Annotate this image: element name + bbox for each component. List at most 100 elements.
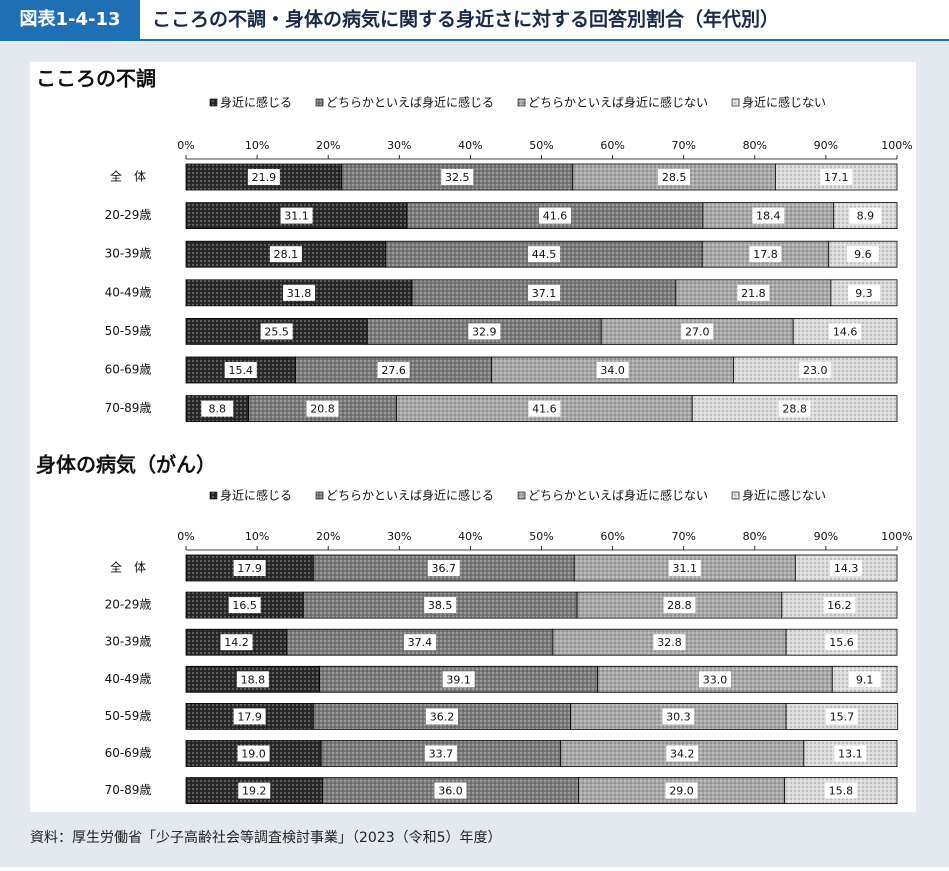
data-label: 34.0: [600, 364, 625, 377]
x-tick-label: 90%: [814, 530, 838, 543]
data-label-box: [247, 169, 280, 185]
data-label: 29.0: [669, 785, 694, 798]
data-label-box: [665, 782, 698, 799]
data-label-box: [527, 246, 560, 263]
legend-label: どちらかといえば身近に感じない: [528, 95, 708, 110]
data-label: 15.8: [829, 785, 854, 798]
data-label: 16.5: [232, 599, 257, 612]
data-label: 31.1: [284, 210, 309, 223]
data-label: 18.8: [241, 673, 266, 686]
data-label: 32.9: [472, 325, 497, 338]
data-label: 18.4: [756, 210, 781, 223]
data-label: 37.4: [408, 636, 433, 649]
category-label: 20-29歳: [105, 598, 152, 612]
data-label: 23.0: [803, 364, 828, 377]
data-label: 14.3: [834, 562, 859, 575]
category-label: 全 体: [110, 560, 146, 575]
legend-swatch: [315, 491, 324, 500]
data-label-box: [201, 400, 234, 417]
data-label-box: [825, 708, 858, 725]
data-label-box: [441, 169, 474, 185]
category-label: 全 体: [110, 169, 146, 184]
data-label: 8.8: [209, 403, 227, 416]
data-label-box: [749, 246, 782, 263]
data-label-box: [283, 284, 316, 301]
data-label-box: [233, 708, 266, 725]
data-label: 36.7: [431, 562, 456, 575]
category-label: 50-59歳: [105, 709, 152, 723]
data-label-box: [377, 362, 410, 378]
data-label-box: [236, 671, 269, 688]
data-label: 9.1: [856, 673, 874, 686]
data-label: 44.5: [532, 248, 557, 261]
data-label-box: [280, 207, 313, 224]
data-label-box: [527, 284, 560, 301]
source-note: 資料：厚生労働省「少子高齢社会等調査検討事業」（2023（令和5）年度）: [30, 829, 502, 846]
legend-label: どちらかといえば身近に感じる: [326, 95, 494, 110]
x-tick-label: 40%: [458, 139, 482, 152]
data-label-box: [260, 323, 293, 340]
data-label: 33.0: [703, 673, 728, 686]
data-label: 8.9: [857, 210, 875, 223]
data-label: 32.5: [445, 171, 470, 184]
x-tick-label: 20%: [316, 139, 340, 152]
data-label: 31.8: [287, 287, 312, 300]
x-tick-label: 70%: [671, 530, 695, 543]
data-label: 17.1: [824, 171, 849, 184]
data-label-box: [848, 671, 881, 688]
data-label-box: [269, 246, 302, 263]
data-label: 37.1: [532, 287, 557, 300]
category-label: 20-29歳: [105, 208, 152, 222]
data-label: 9.6: [854, 248, 872, 261]
data-label: 19.2: [242, 785, 267, 798]
category-label: 40-49歳: [105, 285, 152, 299]
category-label: 70-89歳: [105, 401, 152, 415]
legend-label: 身近に感じる: [220, 95, 292, 110]
data-label-box: [237, 745, 270, 762]
data-label: 17.9: [237, 710, 262, 723]
x-tick-label: 10%: [245, 530, 269, 543]
data-label-box: [666, 745, 699, 762]
data-label: 28.5: [662, 171, 687, 184]
data-label: 14.6: [833, 325, 858, 338]
legend-swatch: [209, 491, 218, 500]
legend-swatch: [315, 98, 324, 107]
x-tick-label: 0%: [177, 139, 194, 152]
data-label: 21.8: [741, 287, 766, 300]
data-label: 30.3: [666, 710, 691, 723]
data-label: 28.1: [274, 248, 299, 261]
data-label-box: [403, 634, 436, 651]
data-label-box: [820, 169, 853, 185]
header-badge-box: [0, 0, 140, 40]
header-bar: [0, 0, 949, 40]
data-label-box: [658, 169, 691, 185]
x-tick-label: 100%: [881, 139, 912, 152]
data-label: 38.5: [428, 599, 453, 612]
data-label: 19.0: [241, 748, 266, 761]
data-label-box: [425, 708, 458, 725]
data-label-box: [427, 560, 460, 576]
data-label: 41.6: [543, 210, 568, 223]
data-label-box: [663, 597, 696, 614]
data-label-box: [849, 207, 882, 224]
data-label: 27.6: [381, 364, 406, 377]
category-label: 60-69歳: [105, 746, 152, 760]
category-label: 40-49歳: [105, 672, 152, 686]
x-tick-label: 30%: [387, 139, 411, 152]
data-label-box: [233, 560, 266, 576]
x-tick-label: 90%: [814, 139, 838, 152]
data-label-box: [238, 782, 271, 799]
data-label-box: [681, 323, 714, 340]
chart-title: こころの不調: [36, 67, 156, 91]
data-label-box: [468, 323, 501, 340]
data-label: 39.1: [446, 673, 471, 686]
data-label-box: [424, 597, 457, 614]
data-label-box: [752, 207, 785, 224]
data-label: 13.1: [838, 748, 863, 761]
data-label: 25.5: [264, 325, 289, 338]
x-tick-label: 60%: [600, 139, 624, 152]
category-label: 30-39歳: [105, 635, 152, 649]
x-tick-label: 70%: [671, 139, 695, 152]
x-tick-label: 0%: [177, 530, 194, 543]
data-label-box: [834, 745, 867, 762]
